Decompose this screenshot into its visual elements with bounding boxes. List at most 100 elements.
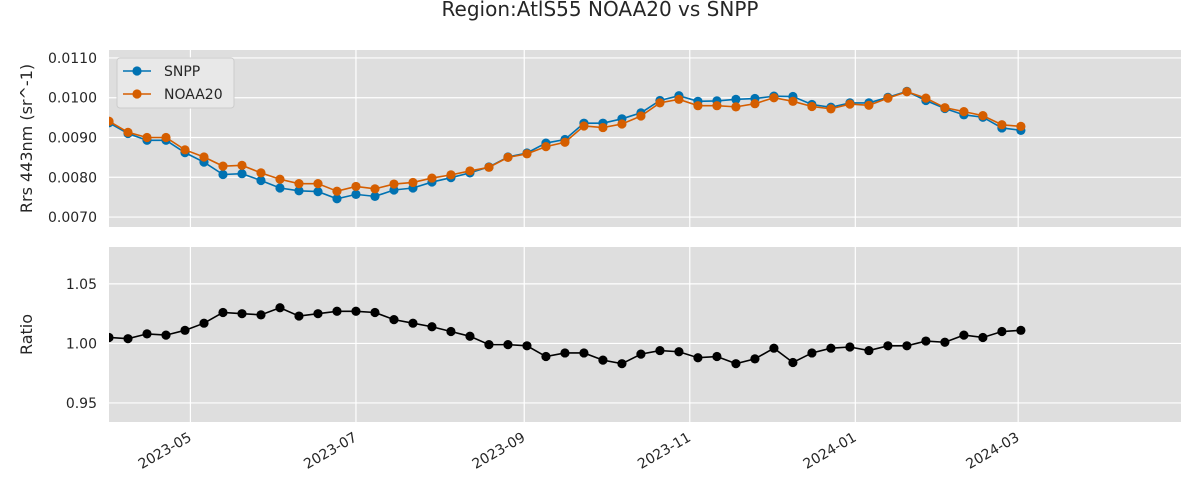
data-point <box>351 306 361 316</box>
data-point <box>370 184 380 194</box>
x-tick-label: 2023-07 <box>301 430 360 473</box>
data-point <box>275 183 285 193</box>
data-point <box>370 191 380 201</box>
data-point <box>408 177 418 188</box>
y-tick-label: 1.05 <box>66 277 97 293</box>
data-point <box>978 332 988 343</box>
data-point <box>484 340 494 350</box>
data-point <box>655 345 665 356</box>
data-point <box>161 330 171 340</box>
data-point <box>940 103 950 113</box>
data-point <box>256 310 266 320</box>
data-point <box>389 315 399 325</box>
data-point <box>902 87 912 97</box>
data-point <box>199 152 209 162</box>
data-point <box>161 132 171 143</box>
chart-title: Region:AtlS55 NOAA20 vs SNPP <box>442 0 759 21</box>
data-point <box>313 309 323 319</box>
data-point <box>275 174 285 184</box>
data-point <box>617 119 627 129</box>
data-point <box>1016 121 1026 131</box>
data-point <box>256 168 266 178</box>
data-point <box>883 341 893 351</box>
legend-marker <box>132 66 142 76</box>
y-axis-label: Rrs 443nm (sr^-1) <box>17 64 36 213</box>
panels: 0.0070 0.0080 0.0090 0.0100 0.0110 Rrs 443nm … <box>17 50 1181 473</box>
data-point <box>123 334 133 344</box>
data-point <box>674 347 684 357</box>
legend-label: NOAA20 <box>164 87 223 103</box>
data-point <box>883 93 893 103</box>
data-point <box>294 186 304 196</box>
data-point <box>579 121 589 131</box>
data-point <box>427 322 437 332</box>
legend-marker <box>132 89 142 99</box>
data-point <box>142 329 152 339</box>
data-point <box>826 104 836 114</box>
data-point <box>123 127 133 137</box>
data-point <box>503 152 513 162</box>
x-tick-label: 2024-03 <box>964 430 1023 473</box>
data-point <box>294 311 304 321</box>
data-point <box>294 179 304 189</box>
data-point <box>598 122 608 133</box>
data-point <box>655 98 665 108</box>
data-point <box>1016 325 1026 335</box>
data-point <box>921 93 931 103</box>
data-point <box>427 173 437 183</box>
data-point <box>351 189 361 199</box>
data-point <box>446 170 456 180</box>
y-tick-label: 0.0090 <box>48 131 97 147</box>
data-point <box>712 351 722 362</box>
data-point <box>636 349 646 359</box>
y-tick-label: 0.0070 <box>48 210 97 226</box>
data-point <box>731 94 741 104</box>
data-point <box>332 194 342 204</box>
data-point <box>959 107 969 117</box>
data-point <box>218 161 228 171</box>
data-point <box>959 330 969 340</box>
data-point <box>826 343 836 353</box>
data-point <box>389 179 399 189</box>
data-point <box>180 325 190 335</box>
data-point <box>541 351 551 362</box>
data-point <box>484 162 494 172</box>
data-point <box>617 359 627 369</box>
y-tick-label: 0.0100 <box>48 91 97 107</box>
panel-1: 0.0070 0.0080 0.0090 0.0100 0.0110 Rrs 443nm … <box>17 50 1181 227</box>
data-point <box>807 348 817 358</box>
y-tick-label: 0.0080 <box>48 170 97 186</box>
data-point <box>788 96 798 106</box>
data-point <box>313 179 323 189</box>
data-point <box>256 175 266 186</box>
data-point <box>788 357 798 368</box>
data-point <box>769 343 779 353</box>
data-point <box>313 187 323 197</box>
x-tick-label: 2023-05 <box>136 430 195 473</box>
data-point <box>560 137 570 147</box>
data-point <box>769 93 779 103</box>
data-point <box>750 99 760 109</box>
data-point <box>921 336 931 346</box>
data-point <box>579 348 589 358</box>
data-point <box>522 341 532 351</box>
data-point <box>541 142 551 152</box>
data-point <box>712 101 722 111</box>
data-point <box>408 318 418 328</box>
data-point <box>142 132 152 143</box>
data-point <box>237 169 247 179</box>
data-point <box>180 145 190 155</box>
y-tick-label: 1.00 <box>66 336 97 352</box>
data-point <box>465 166 475 176</box>
data-point <box>598 355 608 365</box>
data-point <box>845 99 855 109</box>
data-point <box>503 340 513 350</box>
data-point <box>237 309 247 319</box>
x-tick-label: 2023-11 <box>635 430 694 473</box>
data-point <box>864 100 874 110</box>
y-axis-label: Ratio <box>17 314 36 355</box>
data-point <box>218 307 228 318</box>
data-point <box>465 331 475 341</box>
x-tick-label: 2023-09 <box>470 430 529 473</box>
data-point <box>109 116 114 126</box>
